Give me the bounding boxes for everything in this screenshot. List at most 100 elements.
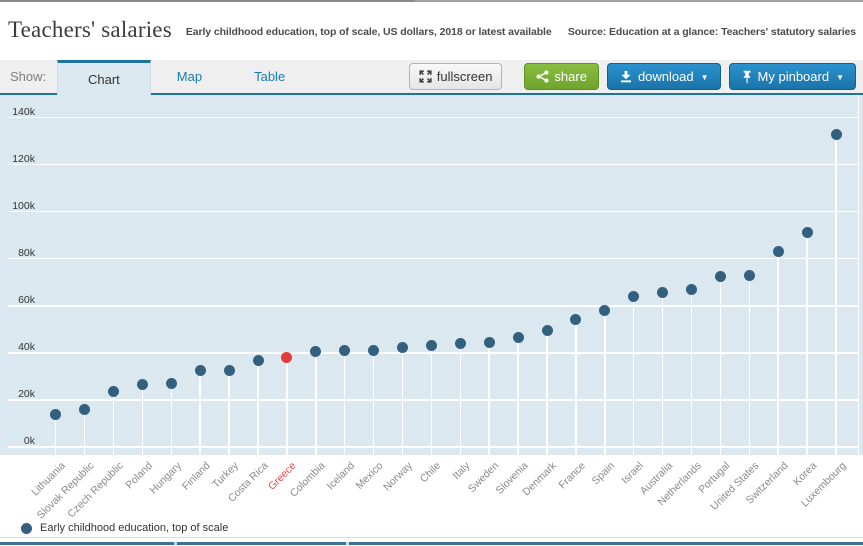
x-axis-label: Spain <box>589 459 618 488</box>
data-point[interactable] <box>483 336 495 348</box>
footer-divider-gap <box>174 542 177 545</box>
data-point[interactable] <box>281 351 293 363</box>
dropline <box>315 351 317 455</box>
page-title: Teachers' salaries <box>8 17 172 42</box>
chart-subtitle: Early childhood education, top of scale,… <box>185 26 552 38</box>
data-point[interactable] <box>136 378 148 390</box>
tab-chart[interactable]: Chart <box>57 60 151 95</box>
dropline <box>632 296 635 455</box>
data-point[interactable] <box>830 129 842 141</box>
dropline <box>661 292 664 455</box>
dropline <box>777 251 779 455</box>
data-point[interactable] <box>310 346 322 358</box>
dropline <box>488 342 490 455</box>
y-axis-tick-label: 20k <box>18 387 35 400</box>
tab-bar: Show: Chart Map Table fullscreen share d… <box>0 60 863 95</box>
data-point[interactable] <box>570 313 582 325</box>
dropline <box>83 409 86 455</box>
data-point[interactable] <box>801 226 813 238</box>
data-point[interactable] <box>194 365 206 377</box>
data-point[interactable] <box>50 408 62 420</box>
data-point[interactable] <box>108 386 119 398</box>
data-point[interactable] <box>743 270 755 282</box>
chart-area: 0k 20k 40k 60k 80k 100k 120k 140k Lithuania Slova… <box>0 95 863 521</box>
gridline <box>8 257 859 260</box>
data-point[interactable] <box>368 344 380 356</box>
gridline <box>8 399 859 401</box>
data-point[interactable] <box>79 403 91 415</box>
tab-map[interactable]: Map <box>176 69 203 84</box>
dropline <box>228 370 230 455</box>
plot-area <box>0 95 863 455</box>
dropline <box>343 350 346 455</box>
fullscreen-icon <box>419 70 432 83</box>
x-axis-label: Norway <box>381 459 415 494</box>
data-point[interactable] <box>772 246 784 258</box>
data-point[interactable] <box>657 286 669 298</box>
data-point[interactable] <box>223 364 235 376</box>
dropline <box>748 275 751 455</box>
legend-divider <box>0 537 863 538</box>
footer-divider <box>0 542 863 545</box>
header: Teachers' salaries Early childhood educa… <box>0 2 863 58</box>
data-point[interactable] <box>512 331 524 343</box>
gridline <box>8 163 859 166</box>
share-label: share <box>554 69 587 84</box>
dropline <box>575 319 577 455</box>
pinboard-label: My pinboard <box>757 69 830 84</box>
dropline <box>199 370 201 455</box>
fullscreen-button[interactable]: fullscreen <box>408 63 503 90</box>
y-axis-tick-label: 140k <box>12 105 35 118</box>
footer-divider-gap <box>346 542 349 545</box>
x-axis-label: Italy <box>450 459 473 482</box>
tab-table[interactable]: Table <box>254 69 286 84</box>
dropline <box>170 383 173 455</box>
source-label: Source: Education at a glance: Teachers'… <box>567 26 856 38</box>
dropline <box>430 345 433 455</box>
dropline <box>517 337 519 455</box>
data-point[interactable] <box>339 345 351 357</box>
data-point[interactable] <box>686 283 697 295</box>
download-label: download <box>637 69 694 84</box>
data-point[interactable] <box>252 355 264 367</box>
dropline <box>690 289 693 455</box>
data-point[interactable] <box>541 325 553 337</box>
toolbar: fullscreen share download ▼ My pinboard … <box>408 60 863 93</box>
data-point[interactable] <box>425 339 437 351</box>
dropline <box>835 134 837 455</box>
y-axis-tick-label: 80k <box>18 246 35 259</box>
top-border <box>0 0 863 2</box>
plot-right-border <box>857 95 859 455</box>
my-pinboard-button[interactable]: My pinboard ▼ <box>728 63 856 90</box>
dropline <box>54 414 57 455</box>
y-axis-tick-label: 40k <box>18 340 35 353</box>
gridline <box>8 352 859 354</box>
dropline <box>141 384 144 455</box>
x-axis-label: Mexico <box>353 459 386 492</box>
y-axis-tick-label: 0k <box>23 435 35 447</box>
show-label: Show: <box>10 69 47 84</box>
dropline <box>401 347 404 455</box>
data-point[interactable] <box>165 378 177 390</box>
data-point[interactable] <box>714 271 726 283</box>
download-button[interactable]: download ▼ <box>606 63 721 90</box>
y-axis-tick-label: 120k <box>12 152 35 165</box>
share-button[interactable]: share <box>524 63 599 90</box>
data-point[interactable] <box>628 291 640 303</box>
legend-item[interactable]: Early childhood education, top of scale <box>21 522 228 534</box>
x-axis-label: Finland <box>179 459 213 493</box>
dropline <box>546 330 548 455</box>
x-axis-label: Chile <box>418 459 444 486</box>
dropline <box>604 310 606 455</box>
share-icon <box>536 70 549 83</box>
data-point[interactable] <box>397 342 408 354</box>
legend-label: Early childhood education, top of scale <box>40 522 229 534</box>
data-point[interactable] <box>599 305 611 317</box>
legend-marker-icon <box>21 522 32 534</box>
download-icon <box>620 71 631 83</box>
data-point[interactable] <box>454 337 466 349</box>
gridline <box>8 446 859 448</box>
dropline <box>719 276 722 455</box>
y-axis-tick-label: 100k <box>12 199 35 212</box>
